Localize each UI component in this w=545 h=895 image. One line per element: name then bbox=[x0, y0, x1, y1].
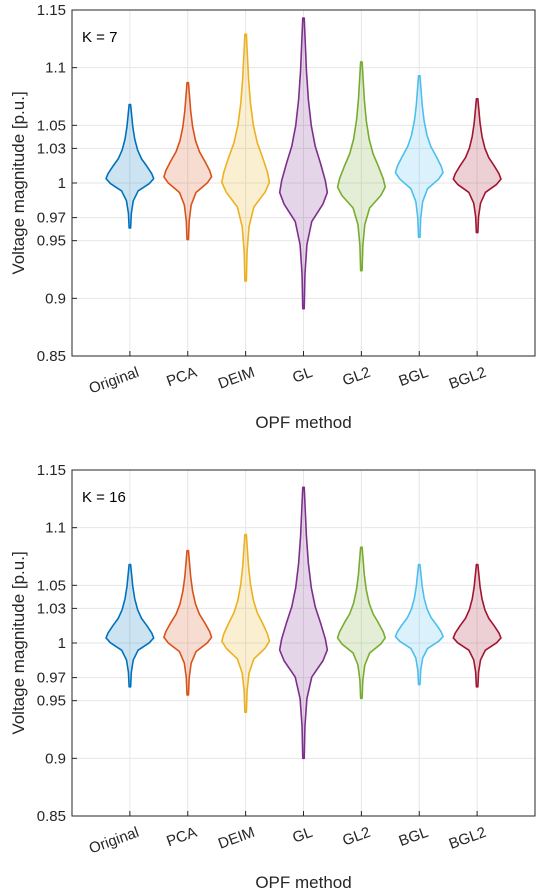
y-tick-label: 1.15 bbox=[37, 462, 66, 479]
y-tick-label: 0.97 bbox=[37, 210, 66, 227]
violin-gl bbox=[278, 486, 329, 760]
violin-deim bbox=[221, 33, 271, 282]
x-tick-label: DEIM bbox=[216, 364, 257, 393]
x-tick-label: DEIM bbox=[216, 824, 257, 853]
x-tick-label: GL2 bbox=[340, 824, 372, 850]
y-tick-label: 1.1 bbox=[45, 60, 66, 77]
chart-panel-2: 0.85 0.9 0.95 0.97 1 1.03 1.05 1.1 1.15 Original P… bbox=[9, 462, 536, 892]
y-tick-label: 0.97 bbox=[37, 670, 66, 687]
violin-gl2 bbox=[336, 61, 386, 272]
y-tick-label: 1.1 bbox=[45, 520, 66, 537]
x-tick-label: BGL2 bbox=[447, 824, 489, 853]
x-tick-label: GL bbox=[290, 364, 315, 387]
y-tick-label: 1 bbox=[58, 175, 66, 192]
panel-annotation: K = 7 bbox=[82, 29, 117, 46]
x-axis-label: OPF method bbox=[255, 413, 351, 432]
violin-bgl2 bbox=[452, 98, 502, 234]
y-tick-label: 1.05 bbox=[37, 577, 66, 594]
violin-gl bbox=[278, 17, 329, 310]
y-tick-label: 0.95 bbox=[37, 233, 66, 250]
x-tick-label: GL2 bbox=[340, 364, 372, 390]
x-tick-label: PCA bbox=[164, 364, 199, 391]
x-tick-label: BGL bbox=[397, 364, 431, 390]
y-tick-label: 0.95 bbox=[37, 693, 66, 710]
violin-original bbox=[105, 563, 155, 688]
y-tick-label: 0.85 bbox=[37, 808, 66, 825]
chart-panel-1: 0.85 0.9 0.95 0.97 1 1.03 1.05 1.1 1.15 Original P… bbox=[9, 2, 536, 432]
y-tick-label: 0.85 bbox=[37, 348, 66, 365]
x-tick-label: Original bbox=[87, 364, 141, 398]
violin-bgl2 bbox=[452, 563, 502, 688]
violin-original bbox=[105, 103, 155, 229]
y-tick-label: 1 bbox=[58, 635, 66, 652]
x-tick-label: PCA bbox=[164, 824, 199, 851]
x-tick-label: Original bbox=[87, 824, 141, 858]
y-tick-label: 0.9 bbox=[45, 290, 66, 307]
x-axis-label: OPF method bbox=[255, 873, 351, 892]
x-tick-label: BGL bbox=[397, 824, 431, 850]
x-tick-label: BGL2 bbox=[447, 364, 489, 393]
violin-pca bbox=[163, 549, 213, 696]
y-tick-label: 1.15 bbox=[37, 2, 66, 19]
violin-gl2 bbox=[336, 546, 386, 700]
x-tick-label: GL bbox=[290, 824, 315, 847]
violin-bgl bbox=[394, 74, 444, 239]
violin-bgl bbox=[394, 563, 444, 686]
y-tick-label: 1.05 bbox=[37, 117, 66, 134]
y-axis-label: Voltage magnitude [p.u.] bbox=[9, 91, 28, 274]
y-tick-label: 1.03 bbox=[37, 600, 66, 617]
y-tick-label: 0.9 bbox=[45, 750, 66, 767]
panel-annotation: K = 16 bbox=[82, 489, 126, 506]
y-tick-label: 1.03 bbox=[37, 140, 66, 157]
violin-deim bbox=[221, 533, 271, 713]
violin-pca bbox=[163, 81, 213, 241]
y-axis-label: Voltage magnitude [p.u.] bbox=[9, 551, 28, 734]
